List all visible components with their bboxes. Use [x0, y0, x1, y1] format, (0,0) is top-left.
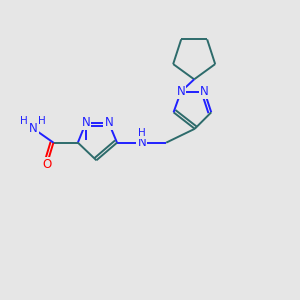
Text: N: N: [176, 85, 185, 98]
Text: N: N: [81, 116, 90, 129]
Text: N: N: [200, 85, 209, 98]
Text: O: O: [42, 158, 52, 171]
Text: H: H: [38, 116, 46, 126]
Text: N: N: [104, 116, 113, 129]
Text: H: H: [139, 128, 146, 138]
Text: N: N: [137, 136, 146, 149]
Text: N: N: [29, 122, 38, 135]
Text: H: H: [20, 116, 28, 126]
